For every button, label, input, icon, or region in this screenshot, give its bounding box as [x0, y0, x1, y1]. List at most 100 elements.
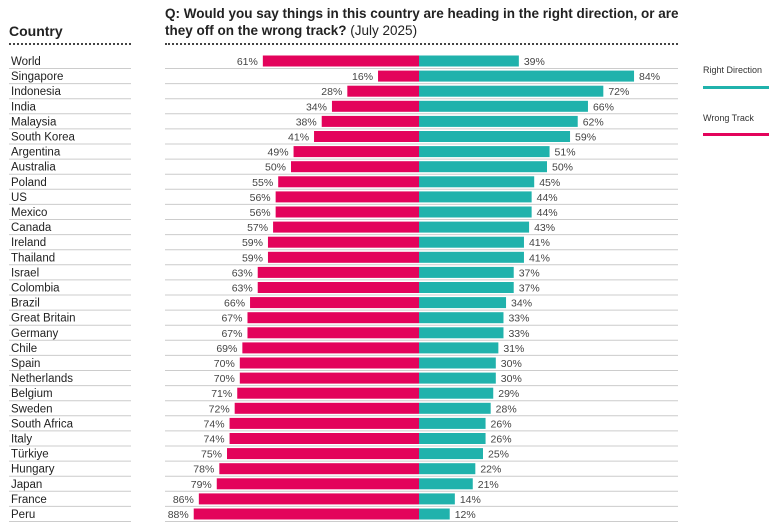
bar-right-direction: [419, 236, 524, 248]
bar-right-direction: [419, 463, 476, 475]
label-right-direction: 12%: [455, 509, 476, 521]
label-wrong-track: 67%: [221, 313, 242, 325]
bar-wrong-track: [275, 206, 419, 218]
country-label: Mexico: [11, 207, 47, 219]
label-wrong-track: 28%: [321, 86, 342, 98]
label-wrong-track: 71%: [211, 388, 232, 400]
country-label: Peru: [11, 509, 35, 521]
label-right-direction: 21%: [478, 479, 499, 491]
bar-right-direction: [419, 131, 571, 142]
bar-wrong-track: [331, 100, 419, 112]
country-label: Argentina: [11, 147, 61, 159]
country-label: Brazil: [11, 298, 40, 310]
label-right-direction: 28%: [496, 403, 517, 415]
bar-wrong-track: [267, 251, 419, 263]
bar-right-direction: [419, 100, 588, 112]
label-wrong-track: 78%: [193, 464, 214, 476]
bar-right-direction: [419, 115, 578, 127]
country-label: India: [11, 101, 37, 113]
label-right-direction: 34%: [511, 298, 532, 310]
country-label: Singapore: [11, 71, 63, 83]
label-wrong-track: 79%: [191, 479, 212, 491]
bar-wrong-track: [198, 493, 419, 505]
bar-right-direction: [419, 176, 535, 188]
label-right-direction: 30%: [501, 373, 522, 385]
bar-wrong-track: [219, 463, 419, 475]
bar-wrong-track: [275, 191, 419, 203]
label-right-direction: 84%: [639, 71, 660, 83]
legend-label-wrong-track: Wrong Track: [703, 113, 754, 123]
bar-right-direction: [419, 70, 635, 82]
bar-right-direction: [419, 417, 486, 429]
label-wrong-track: 72%: [209, 403, 230, 415]
legend-label-right-direction: Right Direction: [703, 65, 763, 75]
bar-right-direction: [419, 221, 530, 233]
country-label: Belgium: [11, 388, 53, 400]
bar-right-direction: [419, 387, 494, 399]
bar-wrong-track: [314, 131, 419, 142]
label-wrong-track: 74%: [204, 434, 225, 446]
question-text: Q: Would you say things in this country …: [165, 6, 679, 38]
country-label: Malaysia: [11, 116, 57, 128]
label-wrong-track: 59%: [242, 252, 263, 264]
country-label: South Africa: [11, 418, 74, 430]
bar-right-direction: [419, 146, 550, 158]
country-label: Indonesia: [11, 86, 61, 98]
label-wrong-track: 74%: [204, 418, 225, 430]
country-label: Great Britain: [11, 313, 76, 325]
label-right-direction: 41%: [529, 237, 550, 249]
bar-right-direction: [419, 342, 499, 354]
country-label: Japan: [11, 479, 42, 491]
country-label: Netherlands: [11, 373, 73, 385]
label-right-direction: 59%: [575, 132, 596, 144]
label-right-direction: 37%: [519, 267, 540, 279]
bar-wrong-track: [347, 85, 419, 97]
bar-right-direction: [419, 206, 532, 218]
bar-wrong-track: [291, 161, 419, 173]
country-label: Spain: [11, 358, 40, 370]
country-label: France: [11, 494, 47, 506]
country-label: Germany: [11, 328, 59, 340]
country-label: US: [11, 192, 27, 204]
label-right-direction: 51%: [555, 147, 576, 159]
chart-title: Q: Would you say things in this country …: [165, 5, 685, 39]
label-wrong-track: 49%: [268, 147, 289, 159]
country-label: World: [11, 56, 41, 68]
chart-header-divider: [165, 43, 678, 45]
label-wrong-track: 55%: [252, 177, 273, 189]
bar-right-direction: [419, 55, 519, 67]
legend-swatch-wrong-track: [703, 133, 769, 136]
label-wrong-track: 61%: [237, 56, 258, 68]
label-right-direction: 39%: [524, 56, 545, 68]
bar-right-direction: [419, 297, 507, 309]
bar-wrong-track: [250, 297, 419, 309]
country-label: South Korea: [11, 132, 76, 144]
bar-right-direction: [419, 433, 486, 444]
country-label: Australia: [11, 162, 56, 174]
label-wrong-track: 70%: [214, 373, 235, 385]
bar-wrong-track: [234, 402, 419, 414]
country-label: Thailand: [11, 252, 55, 264]
bar-wrong-track: [257, 282, 419, 293]
label-right-direction: 62%: [583, 116, 604, 128]
bar-wrong-track: [227, 448, 419, 460]
bar-right-direction: [419, 85, 604, 97]
bar-wrong-track: [239, 372, 419, 384]
label-wrong-track: 38%: [296, 116, 317, 128]
bar-wrong-track: [229, 433, 419, 444]
country-label: Hungary: [11, 464, 55, 476]
bar-wrong-track: [293, 146, 419, 158]
bar-right-direction: [419, 508, 450, 520]
bar-right-direction: [419, 327, 504, 339]
bar-right-direction: [419, 266, 514, 278]
bar-right-direction: [419, 493, 455, 505]
label-wrong-track: 50%: [265, 162, 286, 174]
bar-wrong-track: [237, 387, 419, 399]
label-wrong-track: 69%: [216, 343, 237, 355]
bar-right-direction: [419, 357, 496, 369]
label-wrong-track: 56%: [250, 192, 271, 204]
label-wrong-track: 59%: [242, 237, 263, 249]
label-wrong-track: 88%: [168, 509, 189, 521]
country-label: Ireland: [11, 237, 46, 249]
